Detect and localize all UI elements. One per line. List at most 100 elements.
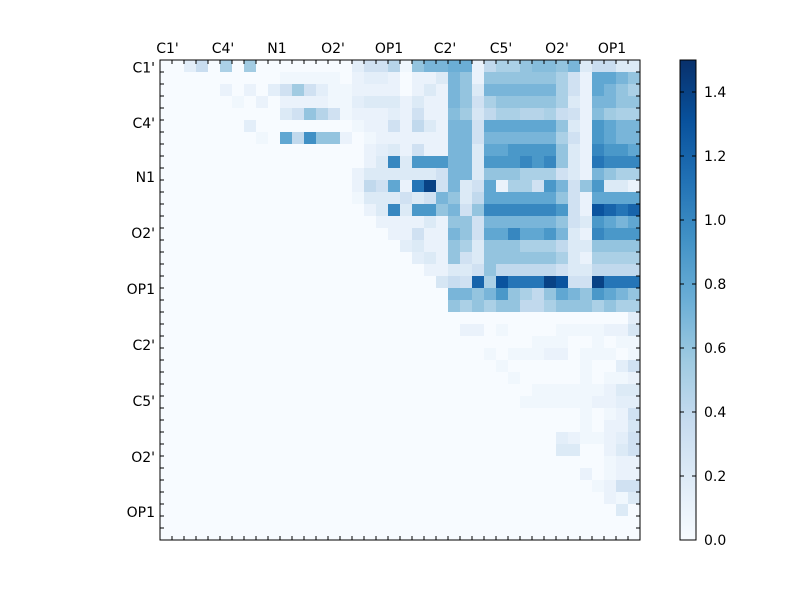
heatmap-cell <box>364 516 377 529</box>
heatmap-cell <box>472 276 485 289</box>
heatmap-cell <box>400 396 413 409</box>
heatmap-cell <box>328 480 341 493</box>
heatmap-cell <box>604 204 617 217</box>
heatmap-cell <box>352 324 365 337</box>
heatmap-cell <box>256 204 269 217</box>
heatmap-cell <box>628 312 641 325</box>
heatmap-cell <box>616 468 629 481</box>
heatmap-cell <box>340 468 353 481</box>
heatmap-cell <box>376 192 389 205</box>
heatmap-cell <box>376 348 389 361</box>
heatmap-cell <box>616 180 629 193</box>
heatmap-cell <box>160 468 173 481</box>
heatmap-cell <box>232 120 245 133</box>
heatmap-cell <box>388 492 401 505</box>
heatmap-cell <box>496 348 509 361</box>
heatmap-cell <box>580 312 593 325</box>
heatmap-cell <box>388 264 401 277</box>
y-tick-label: C5' <box>132 394 155 410</box>
heatmap-cell <box>280 324 293 337</box>
heatmap-cell <box>604 156 617 169</box>
heatmap-cell <box>388 444 401 457</box>
heatmap-cell <box>496 60 509 73</box>
heatmap-cell <box>196 312 209 325</box>
heatmap-cell <box>172 132 185 145</box>
heatmap-cell <box>400 132 413 145</box>
heatmap-cell <box>172 180 185 193</box>
heatmap-cell <box>208 516 221 529</box>
heatmap-cell <box>388 60 401 73</box>
heatmap-cell <box>496 528 509 541</box>
heatmap-cell <box>196 60 209 73</box>
heatmap-cell <box>256 420 269 433</box>
heatmap-cell <box>436 396 449 409</box>
heatmap-cell <box>532 348 545 361</box>
heatmap-cell <box>292 204 305 217</box>
heatmap-cell <box>472 180 485 193</box>
heatmap-cell <box>268 420 281 433</box>
heatmap-cell <box>376 72 389 85</box>
heatmap-cell <box>412 444 425 457</box>
heatmap-cell <box>424 384 437 397</box>
heatmap-cell <box>556 384 569 397</box>
heatmap-cell <box>436 444 449 457</box>
heatmap-cell <box>232 348 245 361</box>
heatmap-cell <box>208 504 221 517</box>
x-tick-label: C2' <box>434 41 457 57</box>
heatmap-cell <box>304 384 317 397</box>
heatmap-cell <box>280 480 293 493</box>
heatmap-cell <box>496 384 509 397</box>
heatmap-cell <box>172 372 185 385</box>
heatmap-cell <box>184 504 197 517</box>
heatmap-cell <box>484 60 497 73</box>
heatmap-cell <box>628 456 641 469</box>
heatmap-cell <box>244 432 257 445</box>
heatmap-cell <box>160 168 173 181</box>
heatmap-cell <box>364 432 377 445</box>
heatmap-cell <box>292 324 305 337</box>
heatmap-cell <box>208 168 221 181</box>
heatmap-cell <box>376 372 389 385</box>
heatmap-cell <box>244 468 257 481</box>
heatmap-cell <box>460 348 473 361</box>
heatmap-cell <box>280 444 293 457</box>
heatmap-cell <box>232 444 245 457</box>
heatmap-cell <box>628 216 641 229</box>
heatmap-cell <box>316 528 329 541</box>
y-tick-label: N1 <box>136 170 155 186</box>
heatmap-cell <box>580 372 593 385</box>
heatmap-cell <box>184 360 197 373</box>
heatmap-cell <box>436 336 449 349</box>
heatmap-cell <box>436 264 449 277</box>
heatmap-cell <box>424 180 437 193</box>
heatmap-cell <box>520 84 533 97</box>
heatmap-cell <box>508 192 521 205</box>
heatmap-cell <box>280 300 293 313</box>
heatmap-cell <box>580 300 593 313</box>
heatmap-cell <box>388 348 401 361</box>
heatmap-cell <box>220 204 233 217</box>
heatmap-cell <box>388 408 401 421</box>
heatmap-cell <box>304 516 317 529</box>
heatmap-cell <box>232 84 245 97</box>
heatmap-cell <box>316 300 329 313</box>
heatmap-cell <box>232 432 245 445</box>
heatmap-cell <box>496 336 509 349</box>
heatmap-cell <box>388 144 401 157</box>
heatmap-cell <box>304 60 317 73</box>
heatmap-cell <box>532 468 545 481</box>
heatmap-cell <box>232 384 245 397</box>
heatmap-cell <box>172 468 185 481</box>
heatmap-cell <box>196 72 209 85</box>
heatmap-cell <box>232 408 245 421</box>
heatmap-cell <box>436 516 449 529</box>
heatmap-cell <box>316 216 329 229</box>
heatmap-cell <box>280 204 293 217</box>
heatmap-cell <box>508 420 521 433</box>
heatmap-cell <box>484 276 497 289</box>
heatmap-cell <box>508 60 521 73</box>
heatmap-cell <box>412 348 425 361</box>
heatmap-cell <box>244 324 257 337</box>
heatmap-cell <box>520 240 533 253</box>
heatmap-cell <box>160 132 173 145</box>
